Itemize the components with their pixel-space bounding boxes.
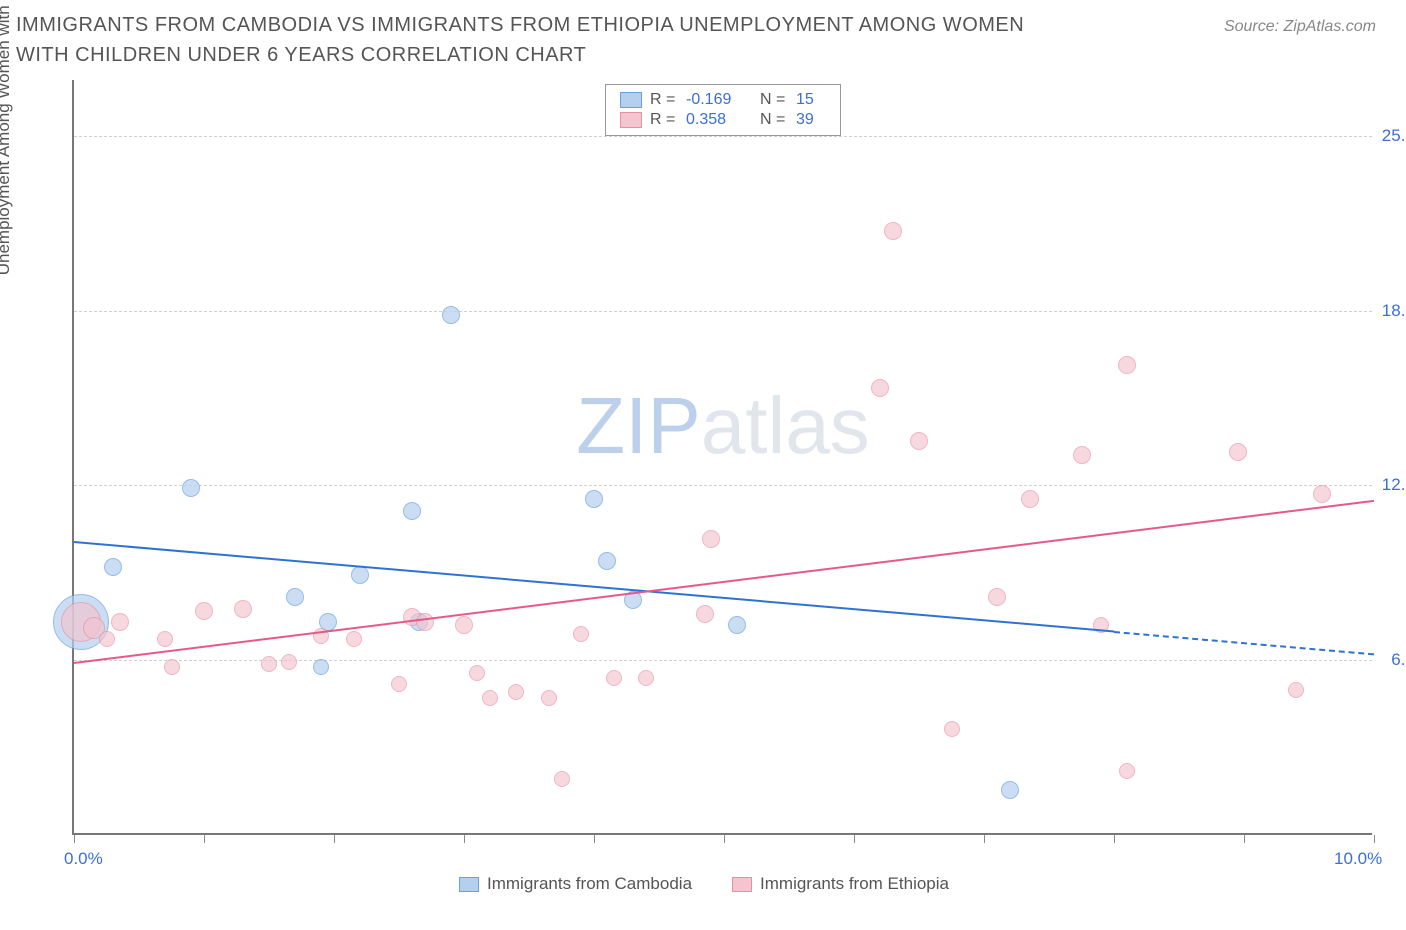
r-label: R =: [650, 91, 678, 109]
data-point: [313, 659, 329, 675]
data-point: [884, 222, 902, 240]
data-point: [195, 602, 213, 620]
data-point: [281, 654, 297, 670]
stats-legend-row: R = -0.169 N = 15: [620, 91, 826, 109]
watermark: ZIPatlas: [576, 380, 869, 472]
data-point: [638, 670, 654, 686]
x-tick-label: 0.0%: [64, 849, 103, 869]
data-point: [482, 690, 498, 706]
data-point: [1073, 446, 1091, 464]
data-point: [455, 616, 473, 634]
x-tick: [464, 835, 465, 843]
data-point: [871, 379, 889, 397]
data-point: [988, 588, 1006, 606]
data-point: [403, 502, 421, 520]
data-point: [1021, 490, 1039, 508]
legend-item: Immigrants from Cambodia: [459, 874, 692, 894]
gridline-h: [74, 311, 1372, 312]
data-point: [910, 432, 928, 450]
x-tick-label: 10.0%: [1334, 849, 1382, 869]
data-point: [469, 665, 485, 681]
data-point: [1119, 763, 1135, 779]
data-point: [702, 530, 720, 548]
data-point: [573, 626, 589, 642]
legend-item: Immigrants from Ethiopia: [732, 874, 949, 894]
trend-line: [1114, 631, 1374, 655]
series-legend: Immigrants from Cambodia Immigrants from …: [459, 874, 949, 894]
n-value: 15: [796, 91, 826, 109]
trend-line: [74, 499, 1374, 663]
data-point: [944, 721, 960, 737]
x-tick: [204, 835, 205, 843]
r-value: -0.169: [686, 91, 752, 109]
x-tick: [984, 835, 985, 843]
data-point: [234, 600, 252, 618]
legend-swatch: [732, 877, 752, 892]
chart-container: Unemployment Among Women with Children U…: [14, 80, 1394, 900]
legend-swatch: [620, 92, 642, 108]
y-axis-title: Unemployment Among Women with Children U…: [0, 0, 14, 275]
data-point: [554, 771, 570, 787]
data-point: [416, 613, 434, 631]
chart-header: IMMIGRANTS FROM CAMBODIA VS IMMIGRANTS F…: [0, 0, 1406, 80]
data-point: [541, 690, 557, 706]
data-point: [182, 479, 200, 497]
data-point: [598, 552, 616, 570]
data-point: [346, 631, 362, 647]
data-point: [261, 656, 277, 672]
x-tick: [74, 835, 75, 843]
legend-swatch: [459, 877, 479, 892]
data-point: [157, 631, 173, 647]
data-point: [728, 616, 746, 634]
legend-label: Immigrants from Cambodia: [487, 874, 692, 894]
plot-area: ZIPatlas R =-0.169N =15R =0.358N =39 25.…: [72, 80, 1372, 835]
data-point: [391, 676, 407, 692]
chart-source: Source: ZipAtlas.com: [1224, 18, 1376, 36]
y-tick-label: 18.8%: [1382, 301, 1406, 321]
data-point: [508, 684, 524, 700]
x-tick: [854, 835, 855, 843]
n-label: N =: [760, 91, 788, 109]
n-value: 39: [796, 111, 826, 129]
data-point: [1288, 682, 1304, 698]
data-point: [1118, 356, 1136, 374]
r-value: 0.358: [686, 111, 752, 129]
data-point: [585, 490, 603, 508]
data-point: [99, 631, 115, 647]
data-point: [606, 670, 622, 686]
stats-legend-row: R = 0.358 N = 39: [620, 111, 826, 129]
x-tick: [334, 835, 335, 843]
data-point: [1001, 781, 1019, 799]
data-point: [351, 566, 369, 584]
data-point: [442, 306, 460, 324]
x-tick: [594, 835, 595, 843]
x-tick: [1244, 835, 1245, 843]
chart-title: IMMIGRANTS FROM CAMBODIA VS IMMIGRANTS F…: [16, 10, 1066, 70]
stats-legend: R = -0.169 N = 15 R = 0.358 N = 39: [605, 84, 841, 136]
data-point: [164, 659, 180, 675]
r-label: R =: [650, 111, 678, 129]
x-tick: [1374, 835, 1375, 843]
data-point: [1229, 443, 1247, 461]
legend-swatch: [620, 112, 642, 128]
data-point: [696, 605, 714, 623]
y-tick-label: 6.3%: [1391, 650, 1406, 670]
x-tick: [724, 835, 725, 843]
n-label: N =: [760, 111, 788, 129]
gridline-h: [74, 136, 1372, 137]
x-tick: [1114, 835, 1115, 843]
data-point: [111, 613, 129, 631]
y-tick-label: 25.0%: [1382, 126, 1406, 146]
gridline-h: [74, 485, 1372, 486]
data-point: [1313, 485, 1331, 503]
trend-line: [74, 541, 1114, 632]
legend-label: Immigrants from Ethiopia: [760, 874, 949, 894]
y-tick-label: 12.5%: [1382, 475, 1406, 495]
data-point: [104, 558, 122, 576]
data-point: [286, 588, 304, 606]
